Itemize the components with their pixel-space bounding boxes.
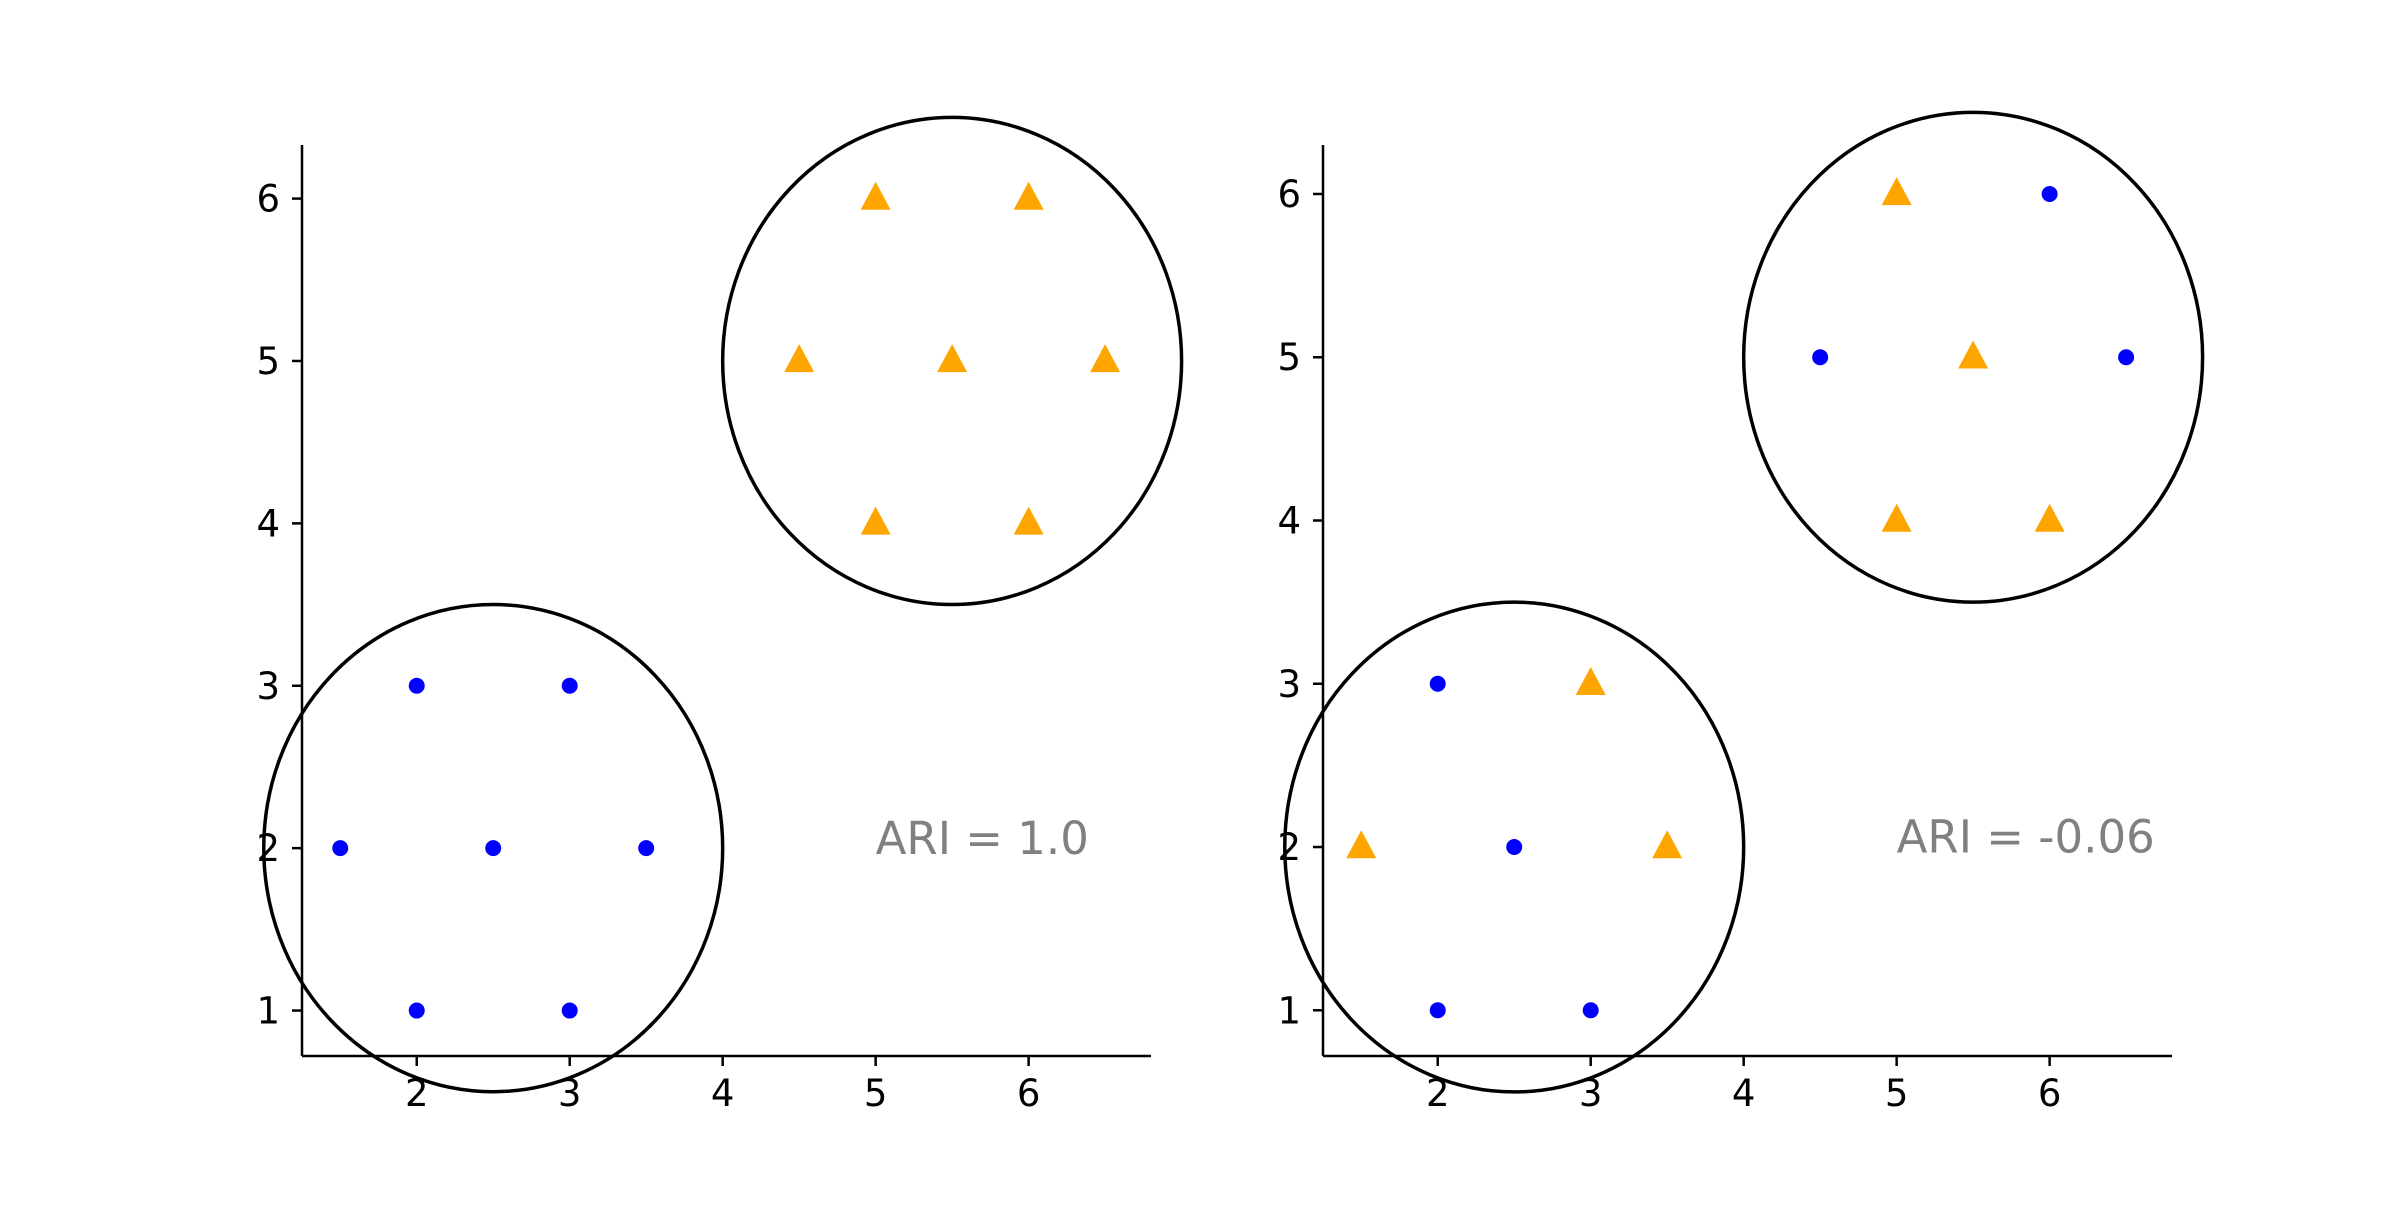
circle-point [561,1002,578,1019]
circle-point [408,1002,425,1019]
y-tick-label: 5 [1277,336,1301,379]
circle-point [638,840,655,857]
cluster-ellipse [262,602,725,1094]
triangle-point [860,506,891,535]
circle-point [1429,1002,1446,1019]
cluster-ellipse [1741,110,2205,604]
circle-point [561,677,578,694]
triangle-point [1346,830,1377,859]
y-tick-label: 1 [1277,989,1301,1032]
y-tick-label: 5 [256,340,280,383]
triangle-point [1881,503,1912,532]
triangle-point [1090,344,1121,373]
circle-point [2041,185,2058,202]
y-tick-label: 3 [1277,663,1301,706]
y-tick-label: 4 [1277,500,1301,543]
cluster-ellipse [1283,600,1746,1094]
y-tick-label: 6 [256,178,280,221]
circle-point [1812,349,1829,366]
triangle-point [1575,666,1606,695]
triangle-point [2034,503,2065,532]
y-tick-label: 2 [256,827,280,870]
x-tick-label: 6 [1017,1072,1041,1115]
x-tick-label: 4 [1732,1072,1756,1115]
x-tick-label: 2 [405,1072,429,1115]
triangle-point [1958,340,1989,369]
triangle-point [1652,830,1683,859]
cluster-ellipse [720,115,1184,607]
ari-annotation: ARI = -0.06 [1897,811,2155,864]
x-tick-label: 2 [1426,1072,1450,1115]
y-tick-label: 6 [1277,173,1301,216]
y-tick-label: 2 [1277,826,1301,869]
circle-point [332,840,349,857]
x-tick-label: 5 [1885,1072,1909,1115]
triangle-point [784,344,815,373]
right-scatter-panel: 2 3 4 5 6 1 2 3 4 5 6 ARI = -0.06 [1277,110,2205,1115]
circle-point [1506,839,1523,856]
triangle-point [937,344,968,373]
triangle-point [860,181,891,210]
x-tick-label: 6 [2038,1072,2062,1115]
circle-point [1582,1002,1599,1019]
x-tick-label: 3 [1579,1072,1603,1115]
x-tick-label: 5 [864,1072,888,1115]
circle-point [2118,349,2135,366]
y-tick-label: 4 [256,502,280,545]
ari-annotation: ARI = 1.0 [876,812,1089,865]
triangle-point [1881,177,1912,206]
y-tick-label: 1 [256,990,280,1033]
circle-point [1429,675,1446,692]
triangle-point [1013,506,1044,535]
y-tick-label: 3 [256,665,280,708]
circle-point [485,840,502,857]
x-tick-label: 3 [558,1072,582,1115]
x-tick-label: 4 [711,1072,735,1115]
triangle-point [1013,181,1044,210]
circle-point [408,677,425,694]
left-scatter-panel: 2 3 4 5 6 1 2 3 4 5 6 ARI = 1.0 [256,115,1184,1115]
